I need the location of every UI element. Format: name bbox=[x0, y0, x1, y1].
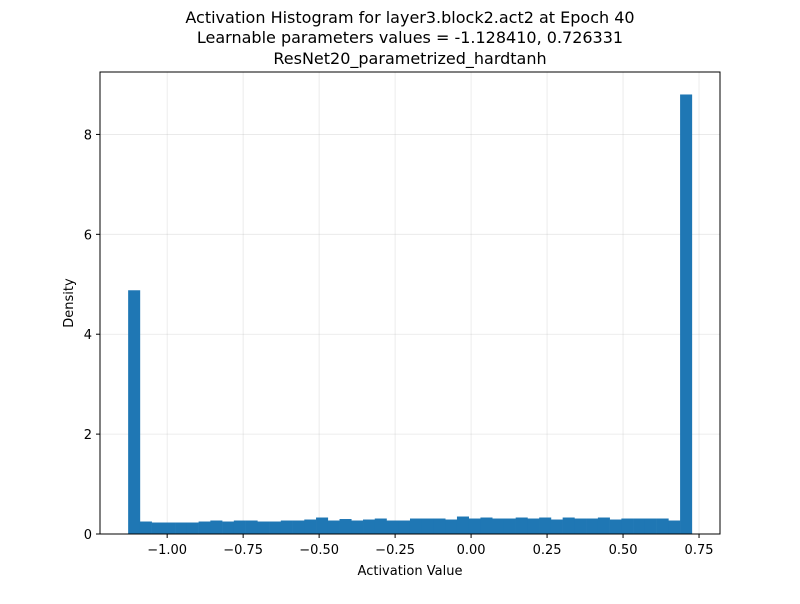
histogram-bar bbox=[492, 518, 505, 534]
histogram-bar bbox=[304, 519, 317, 534]
x-tick-label: −1.00 bbox=[147, 543, 187, 558]
histogram-bar bbox=[668, 520, 681, 534]
histogram-bar bbox=[656, 518, 669, 534]
histogram-bar bbox=[433, 518, 446, 534]
histogram-bar bbox=[245, 520, 258, 534]
y-tick-label: 0 bbox=[84, 528, 92, 543]
x-tick-label: 0.50 bbox=[609, 543, 638, 558]
histogram-bar bbox=[550, 519, 563, 534]
histogram-bar bbox=[562, 517, 575, 534]
histogram-bar bbox=[210, 520, 223, 534]
x-tick-label: −0.75 bbox=[223, 543, 263, 558]
histogram-bar bbox=[175, 522, 188, 534]
histogram-bar bbox=[198, 521, 211, 534]
histogram-bar bbox=[327, 520, 340, 534]
histogram-bar bbox=[280, 520, 293, 534]
y-axis-ticks: 0 2 4 6 8 bbox=[84, 128, 100, 543]
histogram-bar bbox=[222, 521, 235, 534]
x-tick-label: 0.25 bbox=[533, 543, 562, 558]
x-axis-ticks: −1.00 −0.75 −0.50 −0.25 0.00 0.25 0.50 0.75 bbox=[147, 534, 714, 558]
histogram-bar bbox=[292, 520, 305, 534]
grid-lines bbox=[100, 72, 720, 535]
histogram-bar bbox=[257, 521, 270, 534]
histogram-bar bbox=[480, 517, 493, 534]
histogram-bar bbox=[151, 522, 164, 534]
x-tick-label: −0.50 bbox=[299, 543, 339, 558]
x-tick-label: 0.00 bbox=[457, 543, 486, 558]
histogram-bar bbox=[186, 522, 199, 534]
histogram-bar bbox=[597, 517, 610, 534]
histogram-bar bbox=[233, 520, 246, 534]
histogram-bar bbox=[456, 516, 470, 534]
histogram-bar bbox=[339, 519, 352, 534]
x-axis-label: Activation Value bbox=[358, 564, 463, 579]
y-axis-label: Density bbox=[62, 278, 77, 328]
histogram-bar bbox=[398, 520, 411, 534]
chart-title-line-1: Activation Histogram for layer3.block2.a… bbox=[185, 8, 634, 27]
chart-title-line-3: ResNet20_parametrized_hardtanh bbox=[273, 49, 546, 69]
histogram-bar bbox=[539, 517, 552, 534]
histogram-bar bbox=[445, 519, 458, 534]
histogram-bar bbox=[468, 518, 481, 534]
histogram-bar bbox=[409, 518, 423, 534]
histogram-bar bbox=[163, 522, 176, 534]
histogram-bar bbox=[644, 518, 657, 534]
y-tick-label: 4 bbox=[84, 328, 92, 343]
histogram-bar bbox=[515, 517, 528, 534]
histogram-bar bbox=[139, 521, 152, 534]
x-tick-label: 0.75 bbox=[685, 543, 714, 558]
histogram-bar bbox=[351, 520, 364, 534]
histogram-bar bbox=[269, 521, 282, 534]
histogram-bars bbox=[128, 94, 693, 534]
histogram-bar bbox=[316, 517, 329, 534]
histogram-bar bbox=[503, 518, 516, 534]
histogram-bar bbox=[633, 518, 646, 534]
histogram-bar bbox=[680, 94, 693, 534]
y-tick-label: 2 bbox=[84, 428, 92, 443]
histogram-bar bbox=[609, 519, 622, 534]
plot-frame bbox=[99, 71, 721, 535]
y-tick-label: 6 bbox=[84, 228, 92, 243]
histogram-bar bbox=[621, 518, 634, 534]
histogram-bar bbox=[527, 518, 540, 534]
y-tick-label: 8 bbox=[84, 128, 92, 143]
histogram-bar bbox=[386, 520, 399, 534]
chart-title-line-2: Learnable parameters values = -1.128410,… bbox=[197, 28, 623, 47]
histogram-bar bbox=[374, 518, 387, 534]
histogram-bar bbox=[363, 519, 376, 534]
histogram-bar bbox=[574, 518, 587, 534]
x-tick-label: −0.25 bbox=[375, 543, 415, 558]
histogram-bar bbox=[586, 518, 599, 534]
histogram-bar bbox=[421, 518, 434, 534]
histogram-bar bbox=[128, 290, 141, 534]
